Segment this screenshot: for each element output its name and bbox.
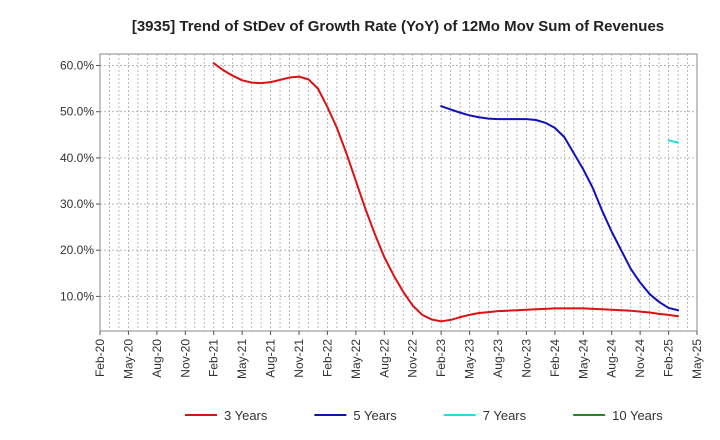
x-tick-label: Feb-20 (93, 339, 107, 377)
x-tick-label: Feb-23 (434, 339, 448, 377)
legend-label-2: 7 Years (483, 408, 527, 423)
x-tick-label: May-22 (349, 339, 363, 379)
x-tick-label: Feb-21 (207, 339, 221, 377)
x-tick-label: Feb-24 (548, 339, 562, 377)
legend-label-1: 5 Years (353, 408, 397, 423)
x-tick-label: Aug-22 (377, 339, 391, 378)
series-line-0 (212, 62, 680, 323)
x-tick-label: Feb-22 (320, 339, 334, 377)
series-line-2 (667, 139, 680, 144)
series-line-1 (440, 105, 680, 312)
grid (100, 54, 697, 331)
x-tick-label: May-25 (690, 339, 704, 379)
x-tick-label: Nov-22 (406, 339, 420, 378)
x-tick-label: Nov-23 (519, 339, 533, 378)
x-tick-label: Feb-25 (662, 339, 676, 377)
x-tick-label: May-24 (576, 339, 590, 379)
x-tick-label: May-21 (235, 339, 249, 379)
legend-label-0: 3 Years (224, 408, 268, 423)
legend-label-3: 10 Years (612, 408, 663, 423)
plot-frame (99, 53, 698, 332)
x-tick-label: Nov-24 (633, 339, 647, 378)
x-tick-label: Aug-21 (264, 339, 278, 378)
y-axis: 10.0% 20.0% 30.0% 40.0% 50.0% 60.0% (60, 59, 100, 303)
y-tick-label: 50.0% (60, 105, 94, 119)
x-tick-label: May-23 (463, 339, 477, 379)
y-tick-label: 20.0% (60, 243, 94, 257)
y-tick-label: 60.0% (60, 59, 94, 73)
x-tick-label: May-20 (121, 339, 135, 379)
x-axis: Feb-20 May-20 Aug-20 Nov-20 Feb-21 May-21 Aug-… (93, 331, 704, 379)
x-tick-label: Nov-20 (178, 339, 192, 378)
x-tick-label: Nov-21 (292, 339, 306, 378)
y-tick-label: 10.0% (60, 289, 94, 303)
y-tick-label: 30.0% (60, 197, 94, 211)
x-tick-label: Aug-24 (605, 339, 619, 378)
x-tick-label: Aug-20 (150, 339, 164, 378)
legend: 3 Years 5 Years 7 Years 10 Years (185, 408, 663, 423)
plot-area (99, 53, 698, 332)
series-layer (212, 62, 680, 323)
y-tick-label: 40.0% (60, 151, 94, 165)
chart-title: [3935] Trend of StDev of Growth Rate (Yo… (132, 18, 664, 35)
x-tick-label: Aug-23 (491, 339, 505, 378)
